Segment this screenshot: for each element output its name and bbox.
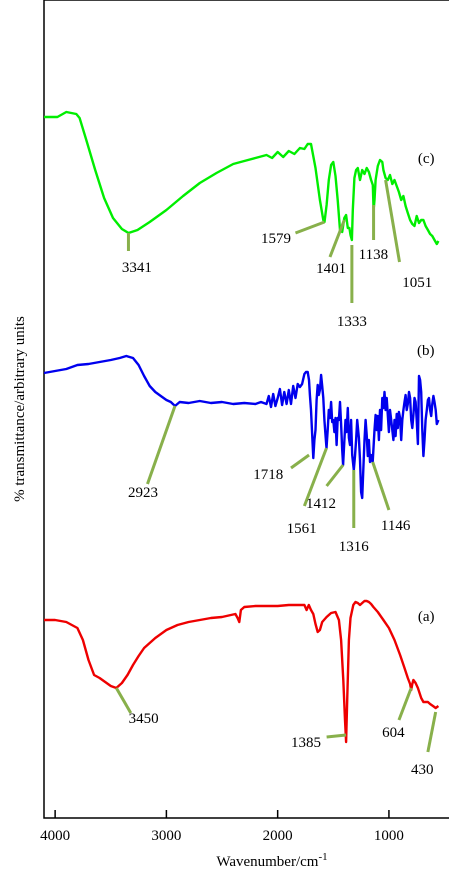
- x-tick-label-2000: 2000: [263, 828, 293, 844]
- peak-leader-1401: [328, 219, 346, 258]
- curve-label-a: (a): [418, 609, 435, 625]
- x-axis-ticks-group: 4000 3000 2000 1000: [40, 810, 404, 844]
- x-tick-label-3000: 3000: [151, 828, 181, 844]
- peak-label-1561: 1561: [287, 521, 317, 537]
- curve-label-c: (c): [418, 151, 435, 167]
- peak-label-1385: 1385: [291, 735, 321, 751]
- peak-leader-1146: [371, 461, 391, 511]
- peak-leader-1561: [302, 447, 328, 507]
- peak-label-1316: 1316: [339, 539, 370, 555]
- x-axis-label: Wavenumber/cm-1: [216, 851, 327, 870]
- peak-leader-430: [426, 711, 438, 753]
- peak-leader-1579: [294, 220, 326, 235]
- x-tick-label-4000: 4000: [40, 828, 70, 844]
- x-axis-label-unit-exponent: -1: [318, 851, 327, 863]
- x-axis-label-main: Wavenumber/cm: [216, 854, 318, 870]
- x-tick-label-1000: 1000: [374, 828, 404, 844]
- peak-label-1718: 1718: [253, 467, 283, 483]
- peak-leader-604: [397, 687, 413, 721]
- peak-leader-1385: [326, 733, 347, 739]
- peak-label-1138: 1138: [359, 247, 388, 263]
- peak-label-3450: 3450: [129, 711, 159, 727]
- spectrum-line-c: [44, 110, 440, 246]
- curve-label-b: (b): [417, 343, 435, 359]
- peak-label-2923: 2923: [128, 485, 158, 501]
- y-axis-label: % transmittance/arbitrary units: [12, 316, 28, 502]
- peak-label-3341: 3341: [122, 260, 152, 276]
- peak-label-430: 430: [411, 762, 434, 778]
- peak-leader-1051: [384, 179, 401, 263]
- peak-leader-1412: [325, 464, 345, 487]
- peak-label-1579: 1579: [261, 231, 291, 247]
- peak-leader-3450: [115, 687, 133, 714]
- peak-label-1146: 1146: [381, 518, 411, 534]
- peak-label-604: 604: [382, 725, 405, 741]
- peak-label-1051: 1051: [402, 275, 432, 291]
- spectrum-line-a: [44, 599, 440, 744]
- peak-label-1412: 1412: [306, 496, 336, 512]
- peak-leader-1718: [290, 453, 310, 470]
- spectra-series-group: (c) (b) (a): [43, 110, 440, 744]
- plot-frame: [43, 0, 449, 819]
- peak-leader-2923: [146, 405, 177, 485]
- peak-annotations-group: 3341 1579 1401 1333 1138 1051 2923 1718 1561 1412…: [115, 179, 438, 778]
- peak-label-1401: 1401: [316, 261, 346, 277]
- spectrum-line-b: [43, 354, 440, 500]
- peak-label-1333: 1333: [337, 314, 367, 330]
